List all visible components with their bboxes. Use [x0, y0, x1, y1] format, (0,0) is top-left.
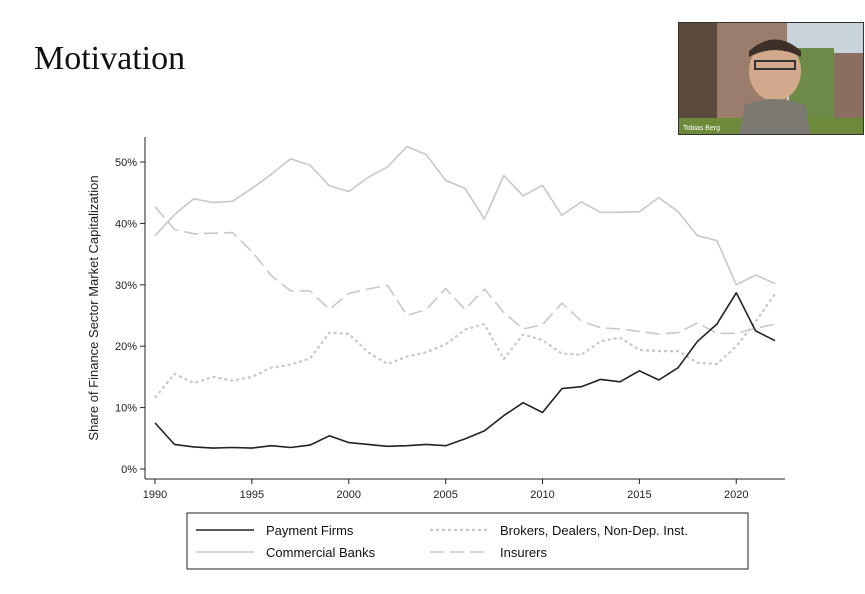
x-tick-label: 2015 [627, 489, 651, 501]
series-line-insurers [154, 206, 776, 335]
legend-box [186, 512, 749, 570]
webcam-image [679, 23, 863, 134]
x-tick-label: 2010 [530, 489, 554, 501]
legend-label: Payment Firms [266, 523, 354, 538]
legend-label: Brokers, Dealers, Non-Dep. Inst. [500, 523, 688, 538]
x-tick-label: 2000 [337, 489, 361, 501]
legend-label: Insurers [500, 545, 547, 560]
y-tick-label: 10% [115, 403, 137, 415]
x-tick-label: 1995 [240, 489, 264, 501]
slide-title: Motivation [34, 40, 186, 77]
y-tick-label: 20% [115, 341, 137, 353]
chart-legend: Payment Firms Brokers, Dealers, Non-Dep. … [186, 512, 749, 570]
series-line-commercial-banks [154, 145, 776, 286]
series-line-brokers-dealers-non-dep-inst [154, 293, 776, 399]
y-tick-label: 40% [115, 218, 137, 230]
x-tick-label: 1990 [143, 489, 167, 501]
chart-axes: 0% 10% 20% 30% 40% 50% 1990 1995 2000 2005 2010 201… [115, 137, 785, 501]
chart-series [154, 145, 776, 449]
x-tick-label: 2005 [433, 489, 457, 501]
y-tick-label: 0% [121, 464, 137, 476]
legend-label: Commercial Banks [266, 545, 376, 560]
participant-name: Tobias Berg [683, 125, 720, 132]
webcam-video-tile[interactable]: Tobias Berg [678, 22, 864, 135]
x-tick-label: 2020 [724, 489, 748, 501]
y-tick-label: 30% [115, 280, 137, 292]
y-axis-title: Share of Finance Sector Market Capitaliz… [86, 175, 101, 440]
series-line-payment-firms [154, 291, 776, 449]
y-tick-label: 50% [115, 157, 137, 169]
